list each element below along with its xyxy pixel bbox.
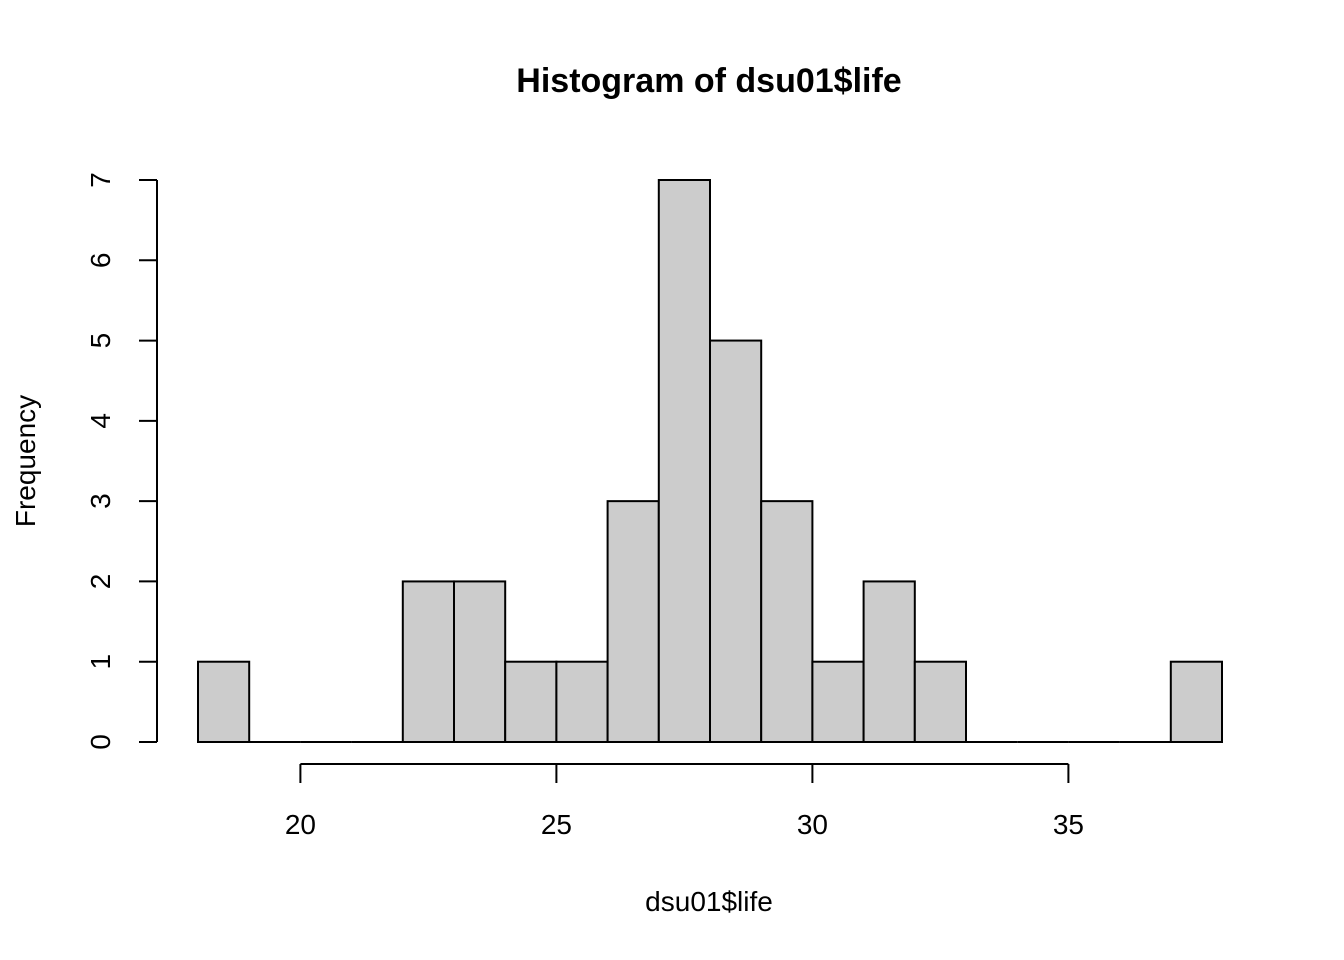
- y-tick-label: 7: [85, 172, 116, 188]
- x-tick-label: 30: [797, 809, 828, 840]
- histogram-bar: [1169, 660, 1224, 744]
- y-axis-label: Frequency: [10, 395, 41, 527]
- histogram-bar: [657, 179, 711, 743]
- y-tick-label: 2: [85, 574, 116, 590]
- chart-title: Histogram of dsu01$life: [516, 62, 901, 100]
- histogram-bar: [709, 339, 763, 743]
- histogram-bar: [913, 660, 967, 744]
- y-tick-label: 1: [85, 654, 116, 670]
- y-tick-label: 5: [85, 333, 116, 349]
- histogram-bar: [453, 580, 507, 744]
- x-tick-label: 20: [285, 809, 316, 840]
- histogram-bar: [555, 660, 609, 744]
- x-axis-label: dsu01$life: [645, 886, 773, 917]
- bars-group: [197, 179, 1224, 744]
- y-tick-label: 6: [85, 252, 116, 268]
- histogram-bar: [504, 660, 558, 744]
- x-tick-label: 25: [541, 809, 572, 840]
- x-tick-label: 35: [1053, 809, 1084, 840]
- histogram-bar: [197, 660, 251, 744]
- histogram-bar: [811, 660, 865, 744]
- y-tick-label: 3: [85, 493, 116, 509]
- x-axis: 20 25 30 35: [285, 763, 1084, 840]
- y-tick-label: 0: [85, 734, 116, 750]
- histogram-bar: [401, 580, 455, 744]
- y-tick-label: 4: [85, 413, 116, 429]
- histogram-bar: [862, 580, 916, 744]
- histogram-bar: [606, 500, 660, 743]
- histogram-bar: [760, 500, 814, 743]
- y-axis: 0 1 2 3 4 5 6 7: [85, 172, 158, 750]
